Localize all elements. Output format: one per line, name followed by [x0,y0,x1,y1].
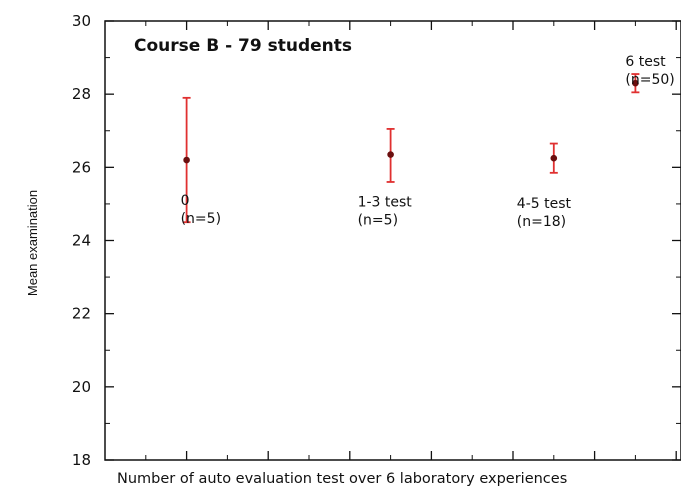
y-tick-label: 22 [72,305,91,323]
x-axis [145,21,677,460]
point-annotation: (n=5) [358,213,398,229]
data-point [632,79,639,87]
chart-title: Course B - 79 students [134,36,352,56]
data-point-group: 1-3 test (n=5) [358,128,413,229]
point-annotation: (n=5) [181,211,221,227]
y-tick-label: 26 [72,158,91,176]
y-tick-label: 30 [72,12,91,30]
data-points: 0 (n=5) 1-3 test (n=5) 4-5 test (n=18) 6 test (… [181,54,675,230]
point-annotation: 4-5 test [517,196,572,212]
y-tick-label: 28 [72,85,91,103]
y-axis-label: Mean examination [25,190,40,296]
point-annotation: (n=50) [625,72,674,88]
data-point [550,154,558,162]
data-point [387,151,394,158]
data-point-group: 4-5 test (n=18) [517,142,572,230]
point-annotation: 6 test [625,54,666,70]
data-point-group: 6 test (n=50) [625,54,675,94]
data-point [183,156,190,164]
point-annotation: (n=18) [517,214,566,230]
plot-frame [104,20,681,461]
y-tick-label: 18 [72,451,91,469]
x-axis-label: Number of auto evaluation test over 6 la… [117,471,567,487]
point-annotation: 1-3 test [358,195,413,211]
point-annotation: 0 [181,193,190,209]
y-tick-label: 24 [72,232,91,250]
data-point-group: 0 (n=5) [181,96,221,227]
y-axis: 18 20 22 24 26 28 30 [72,12,681,469]
y-tick-label: 20 [72,378,91,396]
